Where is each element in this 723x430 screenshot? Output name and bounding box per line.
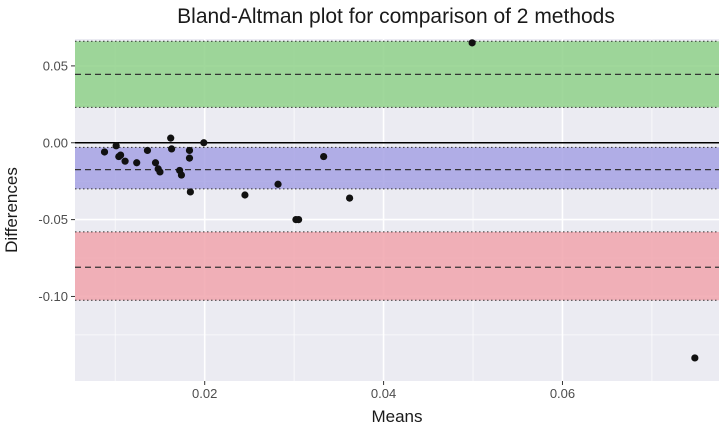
- data-point: [117, 151, 125, 159]
- data-point: [691, 354, 699, 362]
- data-point: [345, 194, 354, 202]
- y-tick-label: 0.00: [43, 135, 68, 150]
- agreement-bands: [75, 40, 719, 301]
- data-point: [151, 159, 160, 167]
- y-axis-title: Differences: [2, 167, 21, 253]
- x-tick-label: 0.04: [371, 386, 396, 401]
- chart-title: Bland-Altman plot for comparison of 2 me…: [177, 5, 615, 28]
- x-axis-title: Means: [371, 407, 422, 426]
- data-point: [185, 154, 194, 162]
- data-point: [112, 142, 120, 150]
- data-point: [143, 146, 152, 155]
- data-point: [156, 168, 164, 176]
- x-tick-label: 0.02: [192, 386, 217, 401]
- y-tick-label: -0.05: [38, 212, 68, 227]
- data-point: [295, 216, 303, 224]
- data-point: [185, 146, 194, 155]
- data-point: [200, 139, 208, 147]
- data-point: [177, 171, 186, 179]
- mean-difference-band: [75, 147, 719, 189]
- data-point: [167, 134, 175, 142]
- data-point: [320, 152, 328, 161]
- data-point: [468, 39, 476, 47]
- data-points: [100, 39, 699, 362]
- data-point: [186, 188, 194, 196]
- y-tick-label: -0.10: [38, 289, 68, 304]
- data-point: [241, 191, 249, 199]
- data-point: [121, 157, 129, 165]
- data-point: [168, 145, 176, 153]
- data-point: [100, 148, 109, 156]
- x-axis-ticks: 0.02 0.04 0.06: [192, 381, 575, 401]
- data-point: [133, 159, 141, 167]
- x-tick-label: 0.06: [550, 386, 575, 401]
- y-axis-ticks: 0.05 0.00 -0.05 -0.10: [38, 58, 75, 304]
- lower-limit-of-agreement-band: [75, 231, 719, 301]
- y-tick-label: 0.05: [43, 58, 68, 73]
- data-point: [274, 180, 282, 188]
